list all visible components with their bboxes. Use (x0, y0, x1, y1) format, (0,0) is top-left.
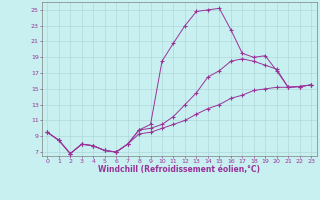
X-axis label: Windchill (Refroidissement éolien,°C): Windchill (Refroidissement éolien,°C) (98, 165, 260, 174)
